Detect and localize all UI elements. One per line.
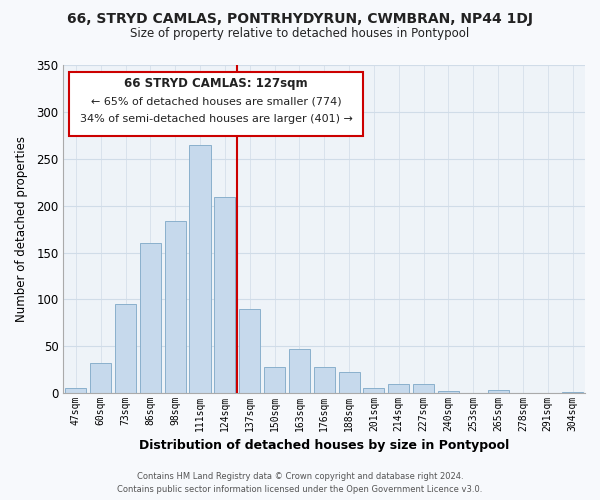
Bar [562, 392, 583, 393]
Text: 66, STRYD CAMLAS, PONTRHYDYRUN, CWMBRAN, NP44 1DJ: 66, STRYD CAMLAS, PONTRHYDYRUN, CWMBRAN,… [67, 12, 533, 26]
Bar [115, 304, 136, 393]
Bar [364, 388, 385, 393]
Bar [438, 392, 459, 393]
X-axis label: Distribution of detached houses by size in Pontypool: Distribution of detached houses by size … [139, 440, 509, 452]
Y-axis label: Number of detached properties: Number of detached properties [15, 136, 28, 322]
Bar [314, 367, 335, 393]
Bar [164, 220, 186, 393]
Bar [338, 372, 359, 393]
Bar [388, 384, 409, 393]
Bar [90, 363, 111, 393]
Bar [413, 384, 434, 393]
Text: 34% of semi-detached houses are larger (401) →: 34% of semi-detached houses are larger (… [80, 114, 352, 124]
Bar [190, 144, 211, 393]
FancyBboxPatch shape [68, 72, 364, 136]
Text: Size of property relative to detached houses in Pontypool: Size of property relative to detached ho… [130, 28, 470, 40]
Bar [488, 390, 509, 393]
Text: Contains public sector information licensed under the Open Government Licence v3: Contains public sector information licen… [118, 485, 482, 494]
Bar [140, 243, 161, 393]
Bar [289, 349, 310, 393]
Bar [264, 367, 285, 393]
Text: 66 STRYD CAMLAS: 127sqm: 66 STRYD CAMLAS: 127sqm [124, 78, 308, 90]
Bar [65, 388, 86, 393]
Bar [239, 309, 260, 393]
Text: Contains HM Land Registry data © Crown copyright and database right 2024.: Contains HM Land Registry data © Crown c… [137, 472, 463, 481]
Text: ← 65% of detached houses are smaller (774): ← 65% of detached houses are smaller (77… [91, 96, 341, 106]
Bar [214, 197, 235, 393]
